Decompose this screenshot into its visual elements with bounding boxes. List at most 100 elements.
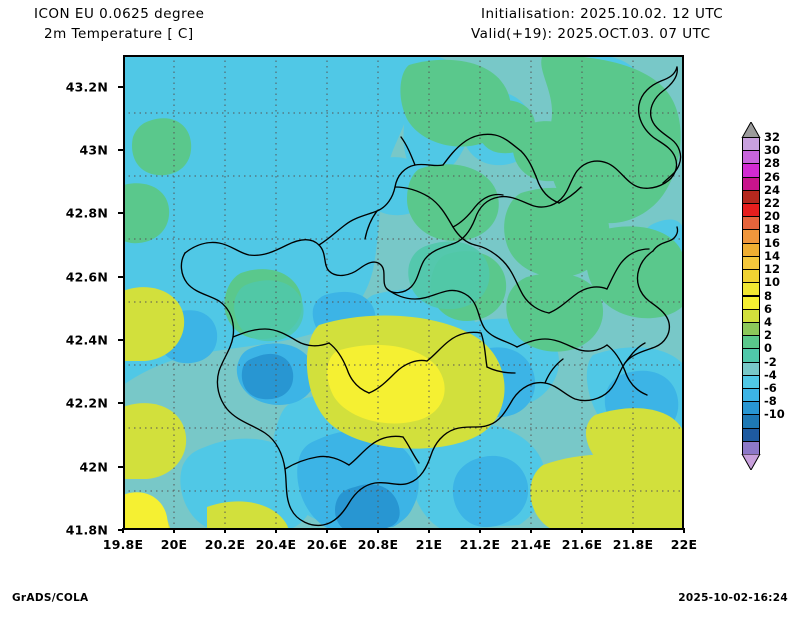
colorbar-tick-label: 32	[764, 130, 781, 144]
y-axis-tick-label: 42.4N	[65, 332, 108, 348]
x-axis-tick-label: 20.2E	[204, 537, 246, 552]
administrative-boundaries	[180, 66, 682, 527]
colorbar-segment	[742, 427, 760, 442]
x-axis-tick-mark	[122, 528, 124, 533]
colorbar-tick-label: 16	[764, 235, 781, 250]
colorbar-segment	[742, 269, 760, 284]
colorbar-segment	[742, 321, 760, 337]
y-axis-tick-mark	[118, 465, 123, 468]
x-axis-tick-label: 21.8E	[612, 537, 654, 552]
colorbar-tick-label: 18	[764, 222, 781, 237]
x-axis-tick-label: 20E	[160, 537, 188, 552]
temperature-colorbar[interactable]	[741, 122, 761, 470]
x-axis-tick-label: 21.4E	[510, 537, 552, 552]
colorbar-tick-label: 4	[764, 314, 773, 329]
x-axis-tick-label: 22E	[670, 537, 698, 552]
temperature-contour-map	[123, 55, 684, 530]
colorbar-segment	[742, 242, 760, 257]
colorbar-segment	[742, 282, 760, 297]
x-axis-tick-mark	[326, 528, 328, 533]
y-axis-tick-mark	[118, 529, 123, 531]
y-axis-tick-label: 42.8N	[65, 205, 108, 221]
x-axis-tick-mark	[428, 528, 430, 533]
x-axis-labels: 19.8E 20E 20.2E 20.4E 20.6E 20.8E 21E 21.2E 21.4…	[103, 528, 697, 557]
colorbar-tick-label: -8	[764, 394, 777, 409]
x-axis-tick-label: 20.6E	[306, 537, 348, 552]
y-axis-tick-label: 42.6N	[65, 269, 108, 285]
y-axis-labels: 43.2N 43N 42.8N 42.6N 42.4N 42.2N 42N 41.8N	[0, 55, 123, 538]
x-axis-tick-label: 20.4E	[255, 537, 297, 552]
colorbar-tick-label: 0	[764, 341, 773, 356]
x-axis-tick-mark	[683, 528, 685, 533]
x-axis-tick-label: 20.8E	[357, 537, 399, 552]
colorbar-segment	[742, 216, 760, 231]
x-axis-tick-mark	[479, 528, 481, 533]
colorbar-segment	[742, 361, 760, 376]
header-initialisation: Initialisation: 2025.10.02. 12 UTC	[481, 6, 724, 22]
colorbar-tick-label: 30	[764, 143, 781, 158]
y-axis-tick-mark	[118, 402, 123, 405]
map-gridlines	[123, 55, 684, 530]
header-valid-time: Valid(+19): 2025.OCT.03. 07 UTC	[471, 26, 711, 42]
colorbar-segment	[742, 295, 760, 310]
colorbar-segment	[742, 150, 760, 165]
map-frame	[123, 55, 684, 530]
colorbar-tick-label: -4	[764, 367, 777, 382]
colorbar-segment	[742, 137, 760, 152]
y-axis-tick-mark	[118, 339, 123, 341]
colorbar-segment	[742, 440, 760, 455]
y-axis-tick-label: 43N	[79, 142, 108, 158]
colorbar-segment	[742, 374, 760, 389]
colorbar-segment	[742, 387, 760, 403]
colorbar-tick-label: 24	[764, 182, 781, 197]
colorbar-tick-label: 22	[764, 196, 781, 211]
colorbar-segment	[742, 401, 760, 416]
colorbar-bottom-arrow	[741, 454, 761, 470]
x-axis-tick-label: 21E	[415, 537, 443, 552]
colorbar-segment	[742, 308, 760, 323]
colorbar-segment	[742, 176, 760, 191]
x-axis-tick-label: 19.8E	[102, 537, 144, 552]
colorbar-tick-label: 20	[764, 209, 781, 224]
colorbar-tick-label: 12	[764, 262, 781, 277]
y-axis-tick-mark	[118, 149, 123, 151]
colorbar-tick-label: 6	[764, 301, 773, 316]
colorbar-segment	[742, 348, 760, 363]
colorbar-tick-label: 10	[764, 275, 781, 290]
colorbar-tick-label: 8	[764, 288, 773, 303]
colorbar-tick-label: 2	[764, 328, 773, 343]
colorbar-segment	[742, 229, 760, 244]
x-axis-tick-mark	[530, 528, 532, 533]
colorbar-top-arrow	[741, 122, 761, 138]
map-plot-area[interactable]	[123, 55, 684, 530]
y-axis-tick-label: 42.2N	[65, 395, 108, 411]
colorbar-tick-label: 14	[764, 248, 781, 263]
colorbar-tick-label: 28	[764, 156, 781, 171]
x-axis-tick-label: 21.2E	[459, 537, 501, 552]
colorbar-segment	[742, 163, 760, 178]
x-axis-tick-mark	[173, 528, 175, 533]
x-axis-tick-mark	[581, 528, 583, 533]
y-axis-tick-label: 42N	[79, 459, 108, 475]
header-model-title: ICON EU 0.0625 degree	[34, 6, 205, 22]
y-axis-tick-mark	[118, 275, 123, 278]
colorbar-tick-label: -2	[764, 354, 777, 369]
colorbar-tick-label: -6	[764, 380, 777, 395]
colorbar-tick-label: 26	[764, 169, 781, 184]
y-axis-tick-label: 43.2N	[65, 79, 108, 95]
colorbar-segment	[742, 189, 760, 205]
y-axis-tick-mark	[118, 85, 123, 88]
colorbar-segment	[742, 335, 760, 350]
footer-timestamp: 2025-10-02-16:24	[678, 592, 788, 604]
x-axis-tick-mark	[275, 528, 277, 533]
x-axis-tick-mark	[632, 528, 634, 533]
x-axis-tick-mark	[224, 528, 226, 533]
y-axis-tick-mark	[118, 212, 123, 215]
colorbar-segment	[742, 203, 760, 218]
x-axis-tick-label: 21.6E	[561, 537, 603, 552]
header-variable-title: 2m Temperature [ C]	[44, 26, 194, 42]
colorbar-segment	[742, 414, 760, 429]
x-axis-tick-mark	[377, 528, 379, 533]
footer-credit: GrADS/COLA	[12, 592, 89, 604]
colorbar-tick-label: -10	[764, 407, 785, 422]
